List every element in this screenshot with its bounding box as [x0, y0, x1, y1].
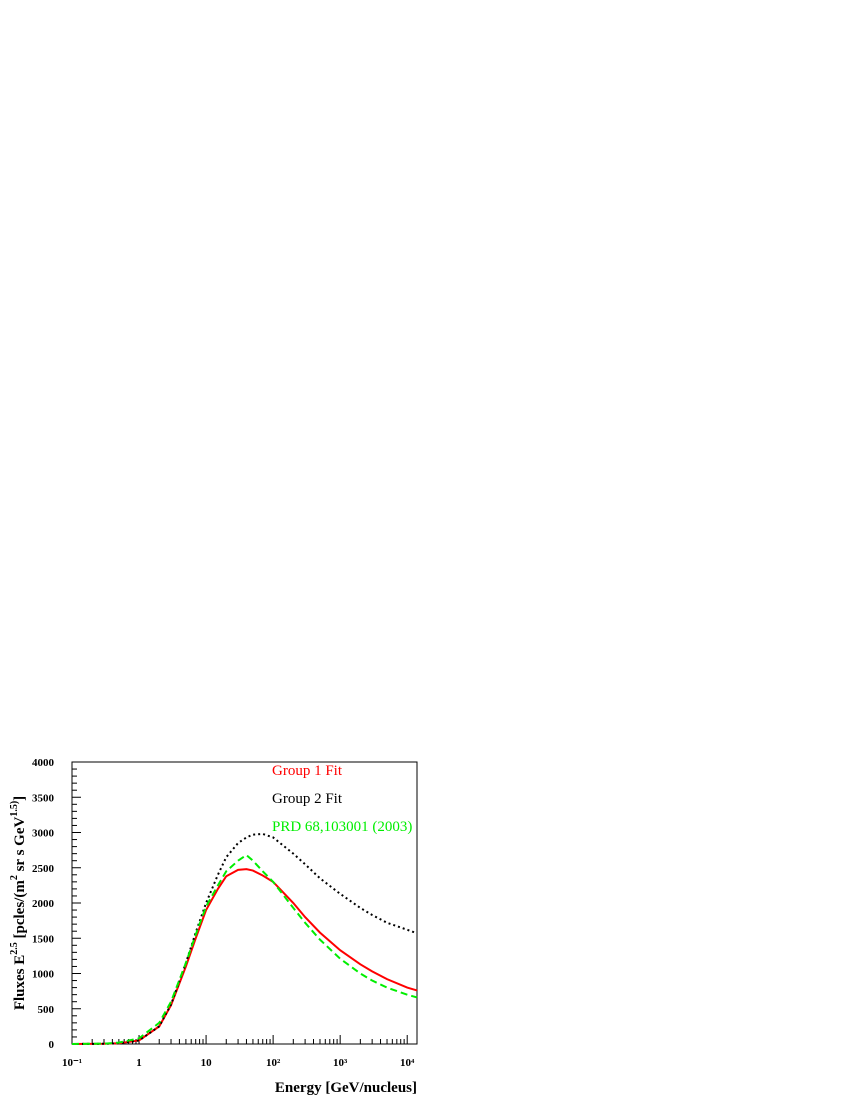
y-tick-label: 1500	[32, 933, 55, 945]
x-tick-label: 10	[201, 1057, 213, 1069]
y-axis-title-part: ]	[12, 796, 28, 801]
y-tick-label: 2500	[32, 863, 55, 875]
x-tick-label: 10²	[266, 1057, 281, 1069]
x-tick-label: 10⁴	[400, 1057, 415, 1069]
y-tick-label: 1000	[32, 969, 55, 981]
series-line	[71, 853, 418, 1045]
plot-frame	[71, 761, 418, 1045]
y-tick-label: 0	[49, 1039, 55, 1051]
legend-entry: PRD 68,103001 (2003)	[272, 819, 412, 835]
legend-entry: Group 2 Fit	[272, 791, 343, 807]
x-tick-label: 10⁻¹	[62, 1057, 82, 1069]
y-tick-label: 2000	[32, 898, 55, 910]
y-tick-label: 500	[38, 1004, 55, 1016]
y-axis-title-part: 1.5)	[9, 801, 20, 817]
y-axis-title-part: [pcles/(m	[12, 880, 28, 943]
series-line	[71, 868, 418, 1045]
y-tick-label: 3000	[32, 828, 55, 840]
y-axis-title-part: sr s GeV	[12, 817, 28, 876]
x-tick-label: 1	[136, 1057, 142, 1069]
y-tick-label: 3500	[32, 792, 55, 804]
legend-entry: Group 1 Fit	[272, 763, 343, 779]
y-axis-title-part: 2.5	[9, 942, 20, 955]
y-axis-title: Fluxes E2.5 [pcles/(m2 sr s GeV1.5)]	[9, 796, 28, 1010]
y-axis-title-part: 2	[9, 875, 20, 880]
series-line	[71, 832, 418, 1045]
y-tick-label: 4000	[32, 757, 55, 769]
y-axis-title-part: Fluxes E	[12, 955, 28, 1010]
x-axis-title: Energy [GeV/nucleus]	[275, 1080, 417, 1096]
x-tick-label: 10³	[333, 1057, 348, 1069]
